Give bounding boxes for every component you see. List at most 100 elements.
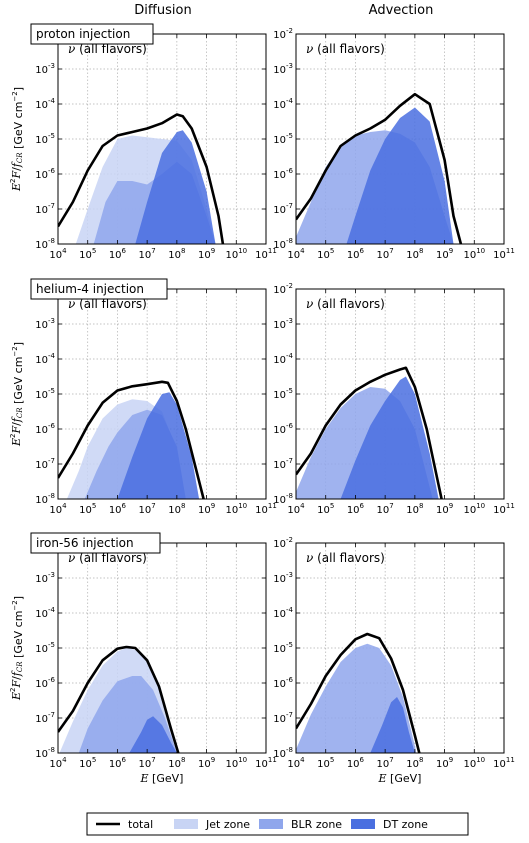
x-tick-label: 104 — [49, 247, 67, 261]
flavor-annotation: ν (all flavors) — [68, 297, 147, 311]
x-tick-label: 107 — [139, 247, 156, 261]
x-tick-label: 1011 — [255, 756, 277, 770]
x-tick-label: 1011 — [493, 247, 515, 261]
panel-diffusion-1: 104 105 106 107 108 109 1010 1011 10-8 10-7 10-6 10… — [9, 23, 277, 261]
x-tick-label: 106 — [109, 756, 127, 770]
x-axis-label: E [GeV] — [140, 772, 184, 785]
series-group — [58, 380, 205, 499]
y-tick-label: 10-2 — [273, 282, 293, 296]
x-tick-label: 106 — [109, 502, 127, 516]
x-tick-label: 104 — [49, 502, 67, 516]
y-tick-label: 10-6 — [273, 422, 293, 436]
panel-diffusion-2: 104 105 106 107 108 109 1010 1011 10-8 10-7 10-6 10… — [9, 278, 277, 516]
x-tick-label: 109 — [436, 756, 453, 770]
y-tick-label: 10-7 — [35, 202, 55, 216]
x-tick-label: 109 — [198, 502, 215, 516]
series-dt-zone-area — [340, 376, 439, 499]
x-tick-label: 1010 — [463, 756, 485, 770]
flavor-annotation: ν (all flavors) — [68, 551, 147, 565]
x-tick-label: 1011 — [493, 756, 515, 770]
series-total-line — [58, 645, 180, 753]
y-tick-label: 10-5 — [273, 641, 293, 655]
column-title-advection: Advection — [369, 3, 434, 18]
series-total-line — [58, 113, 225, 244]
x-tick-label: 108 — [168, 502, 185, 516]
legend: total Jet zone BLR zone DT zone — [86, 812, 469, 836]
series-dt-zone-area — [135, 130, 216, 244]
x-axis-label: E [GeV] — [378, 772, 422, 785]
panel-advection-3: 104 105 106 107 108 109 1010 1011 10-8 10-7 10-6 10… — [273, 536, 515, 785]
series-group — [58, 645, 180, 753]
x-tick-label: 106 — [347, 756, 365, 770]
row-label-box — [30, 23, 154, 45]
x-tick-label: 104 — [287, 502, 305, 516]
series-total-line — [296, 92, 463, 244]
y-tick-label: 10-4 — [273, 352, 293, 366]
panel-advection-1: 104 105 106 107 108 109 1010 1011 10-8 10-7 10-6 10… — [273, 27, 515, 261]
y-tick-label: 10-4 — [35, 97, 55, 111]
x-tick-label: 105 — [79, 756, 96, 770]
series-dt-zone-area — [129, 716, 177, 753]
panel-diffusion-3: 104 105 106 107 108 109 1010 1011 10-8 10-7 10-6 10… — [9, 532, 277, 785]
series-dt-zone-area — [346, 107, 454, 244]
y-tick-label: 10-8 — [35, 492, 55, 506]
x-tick-label: 1010 — [463, 247, 485, 261]
y-tick-label: 10-3 — [35, 571, 55, 585]
y-tick-label: 10-4 — [35, 606, 55, 620]
x-tick-label: 109 — [436, 502, 453, 516]
series-dt-zone-area — [370, 697, 415, 753]
x-tick-label: 106 — [347, 247, 365, 261]
series-group — [296, 366, 443, 499]
x-tick-label: 105 — [79, 502, 96, 516]
row-label: iron-56 injection — [36, 536, 134, 550]
panels: 104 105 106 107 108 109 1010 1011 10-8 10-7 10-6 10… — [9, 23, 515, 785]
y-tick-label: 10-3 — [35, 62, 55, 76]
y-tick-label: 10-6 — [273, 676, 293, 690]
y-axis-label: E2F/fCR [GeV cm−2] — [9, 596, 25, 701]
legend-label-dt-zone: DT zone — [383, 818, 428, 831]
y-tick-label: 10-7 — [273, 711, 293, 725]
y-tick-label: 10-6 — [35, 422, 55, 436]
y-tick-label: 10-8 — [35, 237, 55, 251]
y-tick-label: 10-4 — [273, 606, 293, 620]
row-label: proton injection — [36, 27, 130, 41]
legend-label-blr-zone: BLR zone — [291, 818, 342, 831]
y-tick-label: 10-5 — [35, 641, 55, 655]
x-tick-label: 108 — [406, 502, 423, 516]
y-tick-label: 10-7 — [35, 457, 55, 471]
series-total-line — [58, 380, 205, 499]
y-tick-label: 10-3 — [273, 571, 293, 585]
y-tick-label: 10-3 — [35, 317, 55, 331]
x-tick-label: 109 — [198, 247, 215, 261]
legend-swatch-jet-zone — [174, 819, 198, 829]
x-tick-label: 108 — [406, 756, 423, 770]
x-tick-label: 104 — [287, 756, 305, 770]
y-axis-label: E2F/fCR [GeV cm−2] — [9, 87, 25, 192]
x-tick-label: 106 — [347, 502, 365, 516]
y-tick-label: 10-5 — [273, 387, 293, 401]
x-tick-label: 109 — [198, 756, 215, 770]
legend-swatch-blr-zone — [259, 819, 283, 829]
series-total-line — [296, 366, 443, 499]
x-tick-label: 106 — [109, 247, 127, 261]
x-tick-label: 107 — [377, 247, 394, 261]
y-tick-label: 10-4 — [273, 97, 293, 111]
x-tick-label: 107 — [139, 756, 156, 770]
x-tick-label: 107 — [377, 756, 394, 770]
legend-swatch-dt-zone — [351, 819, 375, 829]
series-dt-zone-area — [117, 392, 200, 499]
series-total-line — [296, 632, 421, 753]
x-tick-label: 1010 — [225, 502, 247, 516]
flavor-annotation: ν (all flavors) — [306, 42, 385, 56]
x-tick-label: 105 — [79, 247, 96, 261]
row-label: helium-4 injection — [36, 282, 144, 296]
x-tick-label: 108 — [406, 247, 423, 261]
x-tick-label: 108 — [168, 756, 185, 770]
x-tick-label: 1011 — [255, 247, 277, 261]
y-axis-label: E2F/fCR [GeV cm−2] — [9, 342, 25, 447]
y-tick-label: 10-3 — [273, 62, 293, 76]
flavor-annotation: ν (all flavors) — [306, 551, 385, 565]
x-tick-label: 109 — [436, 247, 453, 261]
y-tick-label: 10-2 — [273, 536, 293, 550]
